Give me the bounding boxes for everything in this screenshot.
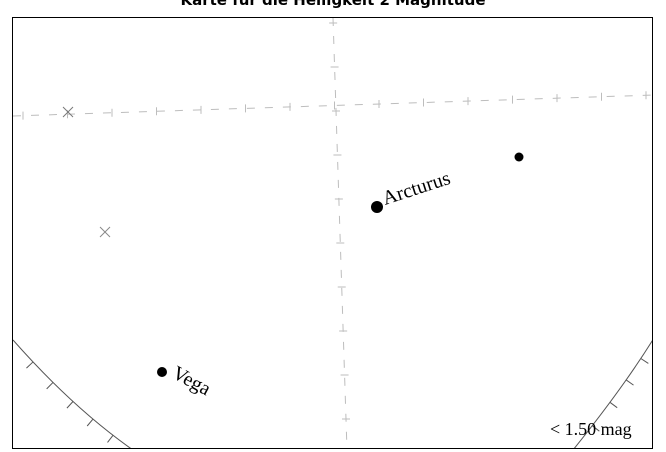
horizon-ticks <box>26 358 649 443</box>
star-unlabeled <box>514 152 524 162</box>
sky-chart-frame: Arcturus Vega < 1.50 mag <box>12 17 653 449</box>
horizon-tick <box>46 382 54 390</box>
horizon-tick <box>609 401 618 409</box>
horizon-tick <box>86 418 94 427</box>
horizon-arc-left <box>13 339 132 448</box>
grid-ticks-horizontal <box>22 91 647 120</box>
horizon-tick <box>640 358 649 364</box>
magnitude-label: < 1.50 mag <box>550 419 632 439</box>
chart-title: Karte für die Helligkeit 2 Magnitude <box>180 0 486 9</box>
grid-line-vertical <box>332 18 348 448</box>
horizon-tick <box>66 401 74 409</box>
star-label-vega: Vega <box>169 362 215 400</box>
horizon-tick <box>591 425 600 432</box>
grid-marker <box>99 226 111 238</box>
horizon-tick <box>26 361 34 369</box>
grid-marker <box>62 106 74 118</box>
horizon-arc-right <box>573 340 652 448</box>
sky-chart: Arcturus Vega < 1.50 mag <box>13 18 652 448</box>
horizon-tick <box>107 434 114 443</box>
grid-ticks-vertical <box>329 22 350 420</box>
star-arcturus <box>371 201 383 213</box>
star-vega <box>157 367 167 377</box>
star-label-arcturus: Arcturus <box>380 167 454 210</box>
horizon-tick <box>625 379 634 386</box>
